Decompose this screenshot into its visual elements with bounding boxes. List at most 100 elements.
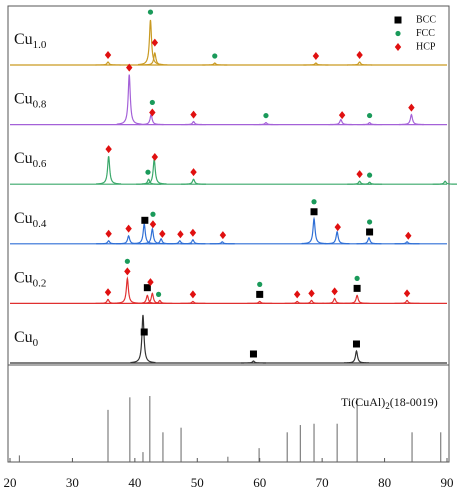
- peak: [180, 239, 206, 245]
- peak: [357, 181, 383, 185]
- peak: [356, 236, 382, 245]
- phase-marker: [147, 9, 154, 15]
- peak: [116, 234, 142, 245]
- peak: [247, 300, 273, 304]
- plot-frame: [7, 5, 450, 463]
- reference-label: Ti(CuAl)2(18-0019): [341, 395, 438, 411]
- phase-marker: [150, 211, 156, 217]
- phase-marker: [145, 169, 151, 175]
- phase-marker: [356, 50, 363, 59]
- peak: [209, 241, 235, 245]
- phase-marker: [312, 51, 320, 60]
- trace-label: Cu0.2: [14, 269, 46, 289]
- phase-marker: [151, 152, 159, 161]
- trace-label-sub: 0.2: [33, 277, 47, 289]
- peak: [114, 276, 140, 304]
- phase-marker: [177, 230, 184, 239]
- trace-label-base: Cu: [14, 31, 33, 48]
- peak: [95, 61, 121, 66]
- phase-marker: [190, 168, 197, 177]
- phase-marker: [126, 63, 133, 72]
- phase-marker: [124, 258, 130, 264]
- x-tick-label: 90: [441, 475, 454, 490]
- peak: [96, 156, 122, 185]
- phase-marker: [105, 145, 112, 154]
- trace-label-base: Cu: [14, 329, 33, 346]
- phase-marker: [143, 284, 151, 292]
- phase-marker: [366, 228, 374, 236]
- peak: [139, 227, 165, 245]
- phase-marker: [338, 111, 346, 120]
- x-tick-label: 20: [4, 475, 17, 490]
- peak: [303, 62, 329, 66]
- peak: [202, 62, 228, 66]
- trace-label-base: Cu: [14, 90, 33, 107]
- phase-marker: [219, 231, 227, 240]
- phase-marker: [352, 340, 360, 348]
- trace-label: Cu1.0: [14, 31, 47, 51]
- phase-marker: [293, 290, 301, 299]
- peak: [398, 113, 424, 126]
- phase-marker: [310, 208, 318, 216]
- phase-marker: [149, 220, 157, 229]
- phase-marker: [354, 275, 360, 281]
- x-tick-label: 60: [253, 475, 266, 490]
- phase-marker: [405, 231, 412, 240]
- phase-marker: [334, 223, 341, 232]
- phase-marker: [366, 219, 373, 225]
- phase-marker: [257, 281, 263, 287]
- peak: [299, 299, 325, 304]
- trace-label: Cu0.8: [14, 90, 47, 110]
- phase-marker: [104, 288, 112, 297]
- phase-marker: [366, 172, 373, 178]
- reference-label-part: 2: [385, 401, 390, 411]
- peak: [181, 178, 207, 185]
- peak: [142, 51, 168, 66]
- reference-label-part: Ti(CuAl): [341, 395, 385, 409]
- phase-marker: [147, 278, 154, 287]
- x-tick-label: 70: [316, 475, 329, 490]
- phase-marker: [151, 38, 159, 47]
- peak: [147, 299, 173, 304]
- x-tick-label: 80: [378, 475, 391, 490]
- trace-label: Cu0.6: [14, 150, 47, 170]
- peak: [343, 349, 369, 364]
- phase-marker: [311, 199, 317, 205]
- trace-label-sub: 0: [33, 337, 39, 349]
- phase-marker: [189, 228, 197, 237]
- legend-symbol: [394, 16, 402, 24]
- peak: [347, 61, 373, 66]
- phase-marker: [125, 224, 132, 233]
- phase-marker: [104, 50, 112, 59]
- phase-marker: [256, 290, 264, 298]
- x-tick-label: 40: [128, 475, 141, 490]
- phase-marker: [403, 289, 411, 298]
- phase-marker: [356, 170, 363, 179]
- phase-marker: [149, 99, 155, 106]
- peak: [322, 297, 348, 304]
- peak: [181, 120, 207, 126]
- peak: [394, 241, 420, 245]
- trace-label-base: Cu: [14, 269, 33, 286]
- legend-label: FCC: [416, 28, 435, 39]
- peak: [139, 292, 165, 304]
- phase-marker: [155, 291, 162, 297]
- x-tick-label: 30: [66, 475, 79, 490]
- trace-label-sub: 1.0: [33, 39, 47, 51]
- phase-marker: [263, 112, 269, 119]
- peak: [328, 118, 354, 126]
- trace-label-base: Cu: [14, 209, 33, 226]
- phase-marker: [124, 267, 131, 276]
- phase-marker: [190, 110, 197, 119]
- peak: [180, 300, 206, 304]
- peak: [357, 121, 383, 126]
- phase-marker: [140, 328, 148, 336]
- peak: [394, 299, 420, 304]
- trace-label-sub: 0.4: [33, 217, 47, 229]
- peak: [138, 113, 164, 126]
- peak: [344, 294, 370, 304]
- phase-marker: [308, 289, 315, 298]
- peak: [301, 216, 327, 245]
- trace-label: Cu0.4: [14, 209, 47, 229]
